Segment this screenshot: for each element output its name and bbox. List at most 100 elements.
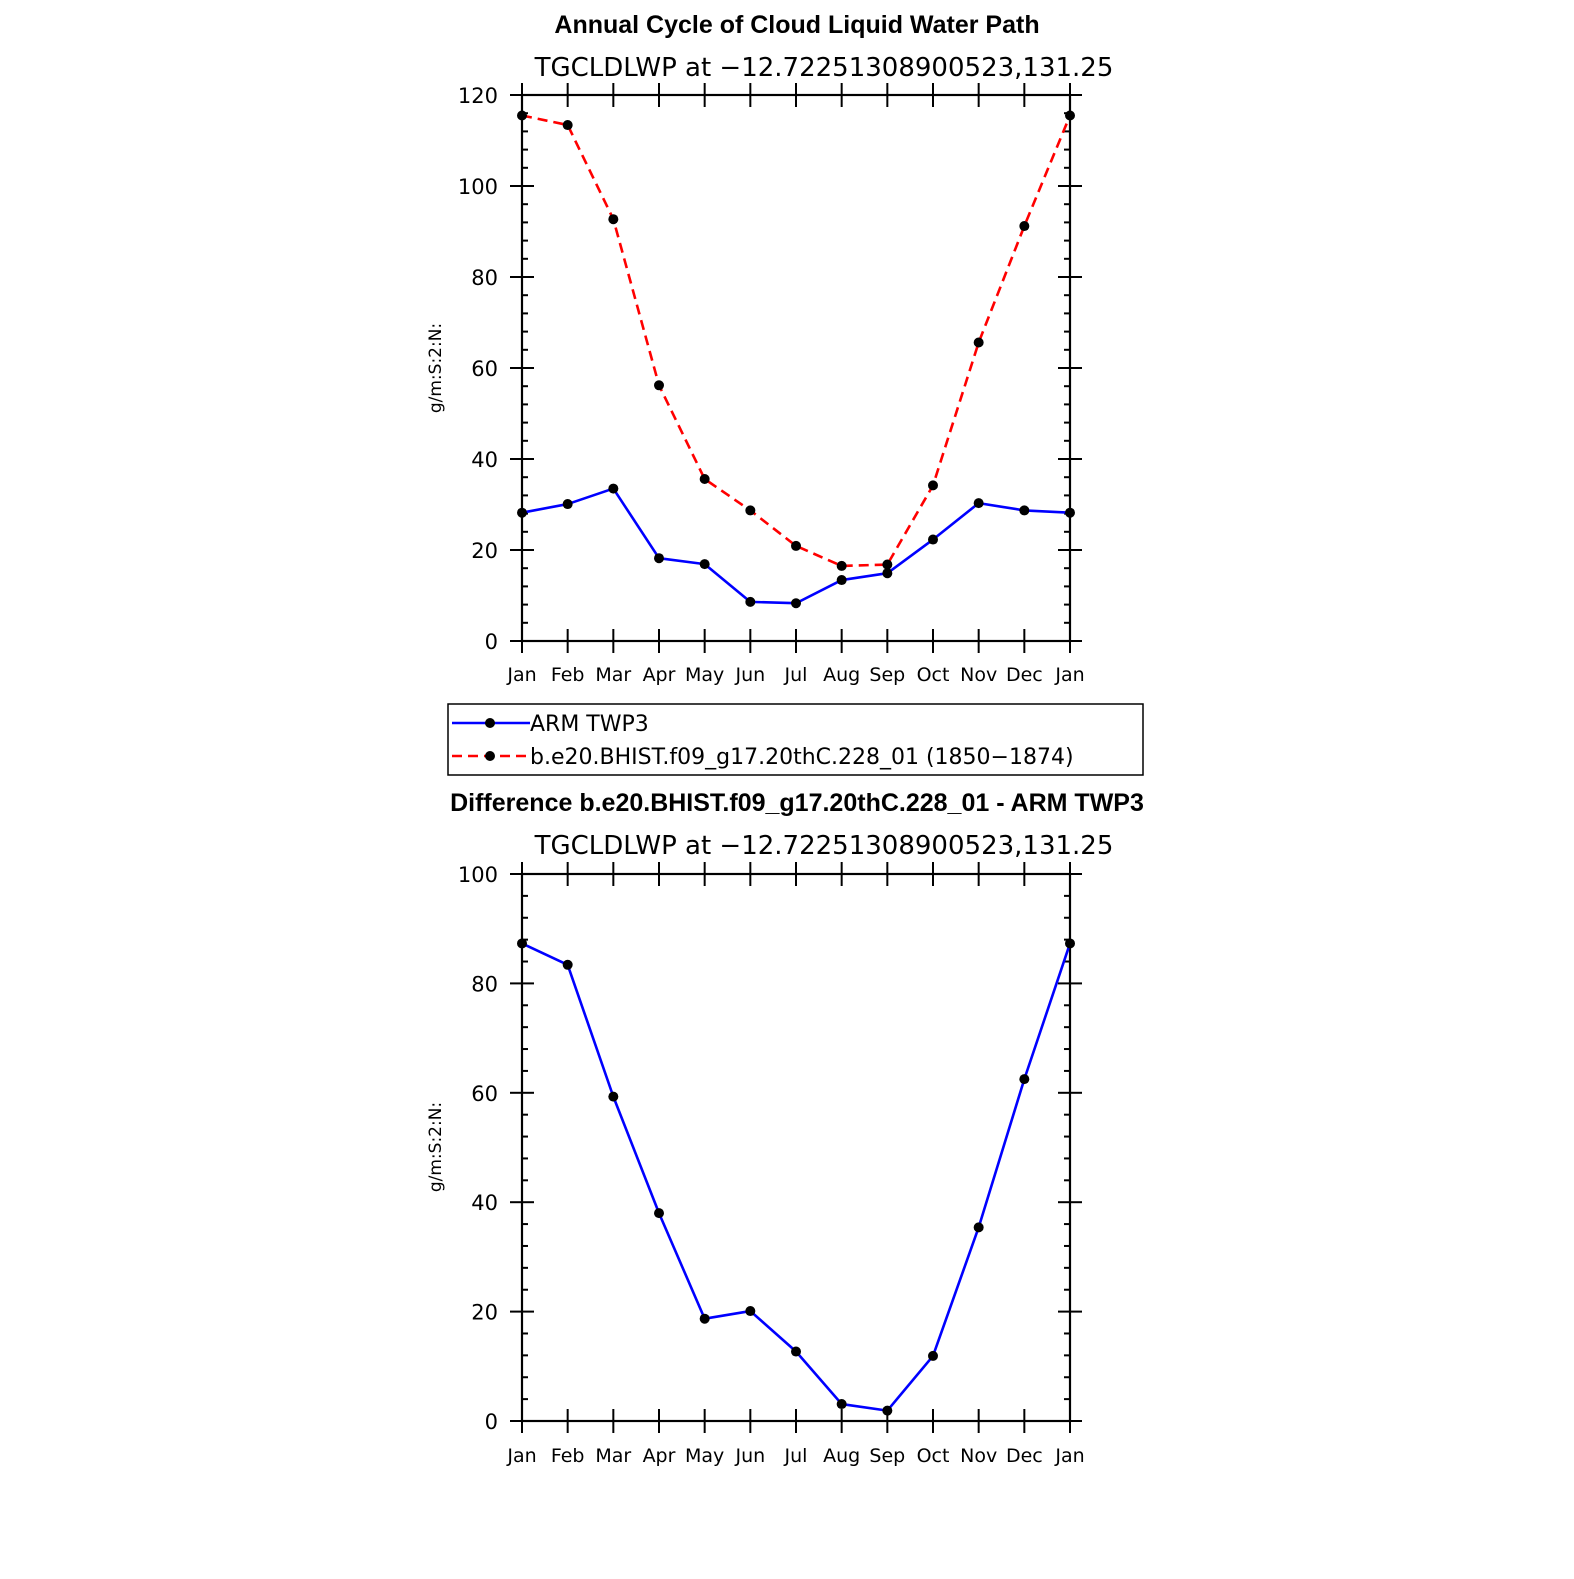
data-point [973, 1222, 984, 1233]
data-point [608, 1091, 619, 1102]
y-tick-label: 40 [471, 1191, 498, 1215]
data-point [928, 1350, 938, 1361]
y-tick-label: 20 [471, 1301, 498, 1325]
x-tick-label: Feb [551, 664, 585, 686]
data-point [1019, 221, 1030, 232]
data-point [973, 498, 984, 509]
x-tick-label: Dec [1006, 664, 1043, 686]
x-tick-label: Jan [506, 664, 536, 686]
data-point [973, 337, 984, 348]
chart-subtitle: TGCLDLWP at −12.72251308900523,131.25 [534, 831, 1114, 861]
y-tick-label: 60 [471, 357, 498, 381]
x-tick-label: Aug [823, 664, 860, 686]
data-point [699, 559, 710, 570]
y-tick-label: 40 [471, 448, 498, 472]
data-point [836, 560, 847, 571]
x-tick-label: May [685, 1445, 724, 1467]
x-tick-label: Jan [1054, 664, 1084, 686]
y-tick-label: 100 [458, 863, 498, 887]
data-point [882, 1405, 893, 1416]
data-point [654, 553, 664, 564]
x-tick-label: Jul [784, 664, 808, 686]
chart-title: Annual Cycle of Cloud Liquid Water Path [554, 11, 1039, 39]
data-point [882, 568, 893, 579]
y-tick-labels: 0 20 40 60 80 100 120 [458, 84, 498, 654]
plot-frame [520, 93, 1072, 643]
data-point [1065, 938, 1075, 949]
chart-subtitle: TGCLDLWP at −12.72251308900523,131.25 [534, 53, 1114, 83]
x-tick-label: Apr [643, 664, 676, 686]
x-tick-label: Jul [784, 1445, 808, 1467]
plot-frame [520, 872, 1072, 1423]
data-point [836, 1399, 847, 1410]
data-point [791, 1346, 801, 1357]
x-tick-label: Mar [595, 664, 631, 686]
data-point [745, 1306, 756, 1317]
data-series [517, 110, 1075, 609]
x-tick-label: Jun [734, 1445, 765, 1467]
x-tick-labels: Jan Feb Mar Apr May Jun Jul Aug Sep Oct Nov Dec Jan [506, 664, 1084, 686]
data-point [928, 480, 938, 491]
data-point [608, 483, 619, 494]
y-axis-label: g/m:S:2:N: [426, 1102, 446, 1192]
data-point [791, 540, 801, 551]
x-tick-label: Apr [643, 1445, 676, 1467]
x-tick-label: Oct [917, 664, 950, 686]
y-tick-label: 100 [458, 175, 498, 199]
y-tick-labels: 0 20 40 60 80 100 [458, 863, 498, 1434]
legend-label-model: b.e20.BHIST.f09_g17.20thC.228_01 (1850−1… [530, 745, 1074, 770]
data-point [1065, 507, 1075, 518]
data-point [745, 505, 756, 516]
data-point [517, 110, 527, 121]
data-point [836, 575, 847, 586]
data-point [1019, 505, 1030, 516]
x-tick-label: Nov [960, 664, 997, 686]
data-point [654, 380, 664, 391]
data-series [517, 938, 1075, 1416]
legend-entry-model: b.e20.BHIST.f09_g17.20thC.228_01 (1850−1… [452, 745, 1074, 770]
x-tick-label: Jan [506, 1445, 536, 1467]
x-tick-label: Feb [551, 1445, 585, 1467]
data-point [608, 214, 619, 225]
tick-marks [510, 83, 1082, 653]
y-tick-label: 0 [485, 630, 498, 654]
legend-entry-arm: ARM TWP3 [452, 712, 649, 737]
x-tick-label: Sep [869, 1445, 905, 1467]
series-line-1 [521, 114, 1072, 568]
panel-annual-cycle: Annual Cycle of Cloud Liquid Water Path … [426, 11, 1113, 686]
x-tick-label: Dec [1006, 1445, 1043, 1467]
legend-marker-arm [485, 718, 495, 728]
data-point [882, 559, 893, 570]
x-tick-label: Jan [1054, 1445, 1084, 1467]
data-point [1065, 110, 1075, 121]
data-point [562, 959, 573, 970]
x-tick-label: Mar [595, 1445, 631, 1467]
data-point [517, 938, 527, 949]
series-line-0 [521, 942, 1072, 1412]
x-tick-label: Jun [734, 664, 765, 686]
data-point [699, 474, 710, 485]
legend-marker-model [485, 751, 495, 761]
y-axis-label: g/m:S:2:N: [426, 323, 446, 413]
y-tick-label: 120 [458, 84, 498, 108]
data-point [562, 499, 573, 510]
data-point [517, 507, 527, 518]
data-point [699, 1313, 710, 1324]
data-point [654, 1208, 664, 1219]
data-point [745, 596, 756, 607]
y-tick-label: 0 [485, 1410, 498, 1434]
panel-difference: Difference b.e20.BHIST.f09_g17.20thC.228… [426, 789, 1144, 1467]
chart-title: Difference b.e20.BHIST.f09_g17.20thC.228… [450, 789, 1144, 817]
legend: ARM TWP3 b.e20.BHIST.f09_g17.20thC.228_0… [447, 703, 1144, 776]
x-tick-label: May [685, 664, 724, 686]
y-tick-label: 60 [471, 1082, 498, 1106]
data-point [562, 120, 573, 131]
x-tick-label: Sep [869, 664, 905, 686]
data-point [1019, 1074, 1030, 1085]
x-tick-label: Aug [823, 1445, 860, 1467]
x-tick-labels: Jan Feb Mar Apr May Jun Jul Aug Sep Oct Nov Dec Jan [506, 1445, 1084, 1467]
legend-label-arm: ARM TWP3 [530, 712, 649, 737]
y-tick-label: 20 [471, 539, 498, 563]
